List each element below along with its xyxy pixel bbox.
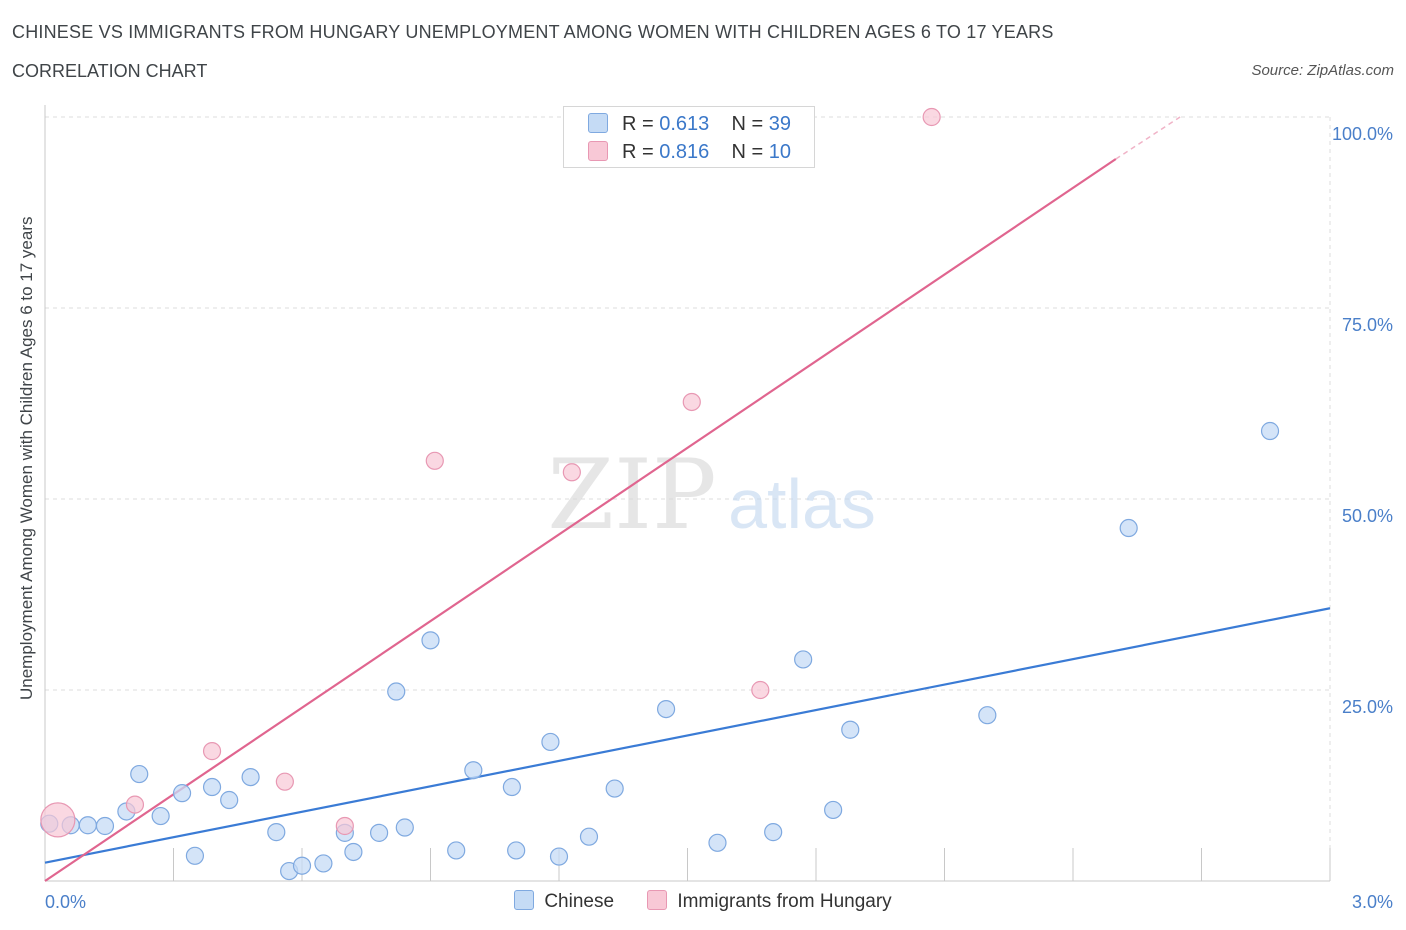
hungary-trend-line <box>44 158 1117 882</box>
chinese-point <box>78 816 97 835</box>
hungary-point <box>40 802 76 838</box>
chinese-point <box>794 650 813 669</box>
legend-item-chinese: Chinese <box>514 890 614 913</box>
chinese-swatch <box>588 113 608 133</box>
chinese-point <box>202 777 222 797</box>
chinese-point <box>370 823 389 842</box>
y-axis-label: Unemployment Among Women with Children A… <box>17 216 36 701</box>
chinese-point <box>464 761 483 780</box>
chinese-trend-line <box>44 607 1331 864</box>
chinese-point <box>502 777 521 797</box>
chinese-point <box>395 818 414 837</box>
chart-subtitle: CORRELATION CHART <box>12 61 208 81</box>
chinese-point <box>541 732 560 752</box>
chinese-point <box>507 841 526 860</box>
hungary-point <box>202 742 222 761</box>
watermark: ZIP atlas <box>547 439 876 551</box>
tick-labels: 100.0% 75.0% 50.0% 25.0% 0.0% 3.0% <box>45 124 1393 912</box>
x-tick-label: 0.0% <box>45 892 86 912</box>
chinese-point <box>241 767 260 787</box>
hungary-trend-extension <box>1115 116 1181 160</box>
hungary-swatch <box>588 141 608 161</box>
n-value: 39 <box>768 113 792 135</box>
chinese-point <box>292 856 312 875</box>
chinese-point <box>421 631 440 650</box>
chinese-point <box>656 699 676 719</box>
stats-row-hungary: R = 0.816 N = 10 <box>588 141 791 165</box>
chinese-point <box>267 823 286 842</box>
hungary-point <box>335 816 354 836</box>
chinese-point <box>824 800 843 820</box>
hungary-point <box>275 772 294 791</box>
y-tick-label: 100.0% <box>1332 124 1393 144</box>
r-label: R = <box>622 141 654 163</box>
chinese-point <box>387 682 406 701</box>
chinese-point <box>95 816 115 836</box>
chinese-point <box>978 706 997 725</box>
trend-lines <box>44 116 1331 882</box>
r-value: 0.613 <box>659 113 710 135</box>
watermark-atlas: atlas <box>728 465 876 543</box>
hungary-point <box>562 463 581 482</box>
chinese-point <box>130 764 149 784</box>
chinese-point <box>185 846 205 865</box>
hungary-point <box>751 680 770 700</box>
r-value: 0.816 <box>659 141 710 163</box>
chinese-point <box>151 806 170 826</box>
hungary-point <box>922 107 941 127</box>
chinese-point <box>1119 518 1138 538</box>
data-points <box>40 107 1280 881</box>
hungary-point <box>425 451 444 470</box>
x-tick-label: 3.0% <box>1352 892 1393 912</box>
y-tick-label: 25.0% <box>1342 697 1393 717</box>
n-label: N = <box>731 141 764 163</box>
chinese-point <box>344 842 363 862</box>
chinese-point <box>841 720 860 739</box>
n-value: 10 <box>768 141 792 163</box>
chinese-point <box>764 823 783 842</box>
hungary-point <box>125 795 145 814</box>
hungary-swatch <box>647 890 668 910</box>
chinese-point <box>549 847 569 866</box>
legend-label: Chinese <box>544 891 615 912</box>
chinese-swatch <box>514 890 535 910</box>
stats-legend: R = 0.613 N = 39 R = 0.816 N = 10 <box>563 106 815 168</box>
series-legend: Chinese Immigrants from Hungary <box>0 890 1406 913</box>
y-tick-label: 75.0% <box>1342 315 1393 335</box>
chinese-point <box>220 790 239 810</box>
chinese-point <box>172 784 192 803</box>
n-label: N = <box>731 113 764 135</box>
chinese-point <box>447 841 466 860</box>
hungary-point <box>682 392 701 412</box>
chinese-point <box>314 854 333 873</box>
chart-title: CHINESE VS IMMIGRANTS FROM HUNGARY UNEMP… <box>12 22 1054 42</box>
stats-row-chinese: R = 0.613 N = 39 <box>588 113 791 137</box>
legend-item-hungary: Immigrants from Hungary <box>647 890 892 913</box>
r-label: R = <box>622 113 654 135</box>
chinese-point <box>605 779 624 798</box>
source-label: Source: ZipAtlas.com <box>1251 62 1394 79</box>
y-tick-label: 50.0% <box>1342 506 1393 526</box>
watermark-zip: ZIP <box>547 439 716 551</box>
axes <box>44 105 1331 882</box>
chinese-point <box>579 827 599 846</box>
chinese-point <box>708 833 727 852</box>
legend-label: Immigrants from Hungary <box>677 891 892 912</box>
chinese-point <box>1260 421 1280 441</box>
